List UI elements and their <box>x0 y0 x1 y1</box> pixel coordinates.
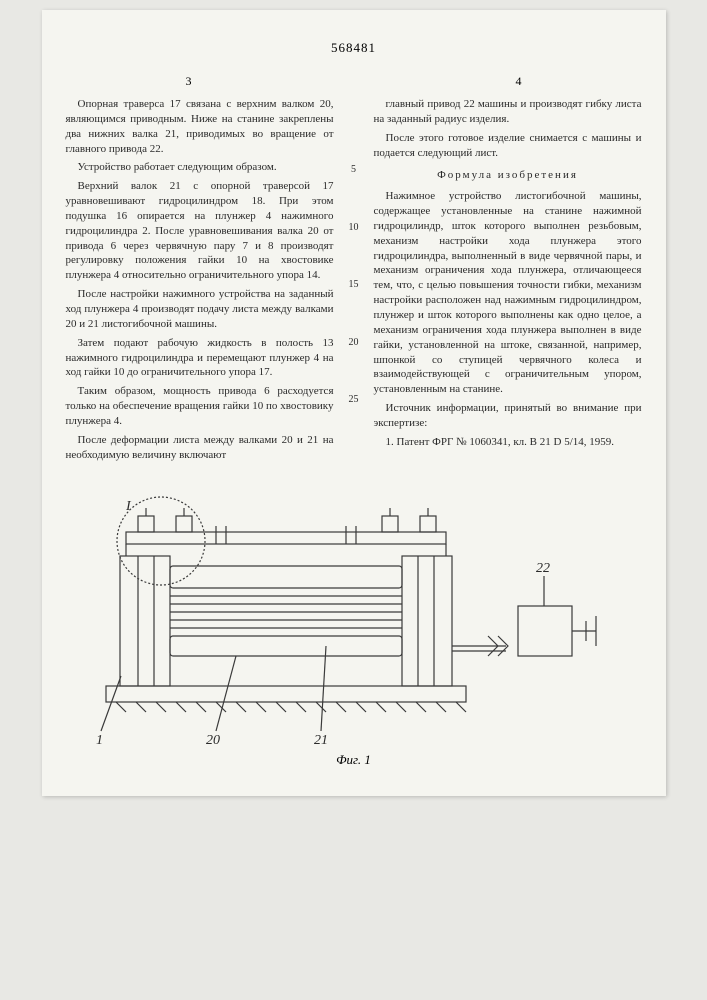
sources-heading: Источник информации, принятый во внимани… <box>374 401 642 431</box>
claim-paragraph: Нажимное устройство листогибочной машины… <box>374 189 642 397</box>
line-number-gutter: 5 10 15 20 25 <box>348 97 360 466</box>
formula-heading: Формула изобретения <box>374 168 642 183</box>
paragraph: После этого готовое изделие снимается с … <box>374 131 642 161</box>
paragraph: главный привод 22 машины и производят ги… <box>374 97 642 127</box>
source-citation: 1. Патент ФРГ № 1060341, кл. B 21 D 5/14… <box>374 435 642 450</box>
figure-label: Фиг. 1 <box>336 752 371 768</box>
paragraph: После настройки нажимного устройства на … <box>66 287 334 332</box>
paragraph: Опорная траверса 17 связана с верхним ва… <box>66 97 334 156</box>
figure-1: I 1 20 21 22 Фиг. 1 <box>66 496 642 776</box>
paragraph: Устройство работает следующим образом. <box>66 160 334 175</box>
paragraph: Затем подают рабочую жидкость в полость … <box>66 336 334 381</box>
callout-22: 22 <box>536 561 550 576</box>
figure-svg: I 1 20 21 22 <box>66 496 642 756</box>
line-number: 15 <box>348 278 360 292</box>
callout-I: I <box>125 499 132 514</box>
callout-1: 1 <box>96 733 103 748</box>
right-column: главный привод 22 машины и производят ги… <box>374 97 642 466</box>
paragraph: Верхний валок 21 с опорной траверсой 17 … <box>66 179 334 283</box>
right-page-num: 4 <box>516 74 522 89</box>
paragraph: После деформации листа между валками 20 … <box>66 433 334 463</box>
line-number: 10 <box>348 221 360 235</box>
line-number: 25 <box>348 393 360 407</box>
left-column: Опорная траверса 17 связана с верхним ва… <box>66 97 334 466</box>
patent-page: 568481 3 4 Опорная траверса 17 связана с… <box>42 10 666 796</box>
line-number: 20 <box>348 336 360 350</box>
callout-20: 20 <box>206 733 220 748</box>
text-columns: Опорная траверса 17 связана с верхним ва… <box>66 97 642 466</box>
column-page-numbers: 3 4 <box>66 74 642 89</box>
paragraph: Таким образом, мощность привода 6 расход… <box>66 384 334 429</box>
patent-number: 568481 <box>66 40 642 56</box>
left-page-num: 3 <box>186 74 192 89</box>
line-number: 5 <box>348 163 360 177</box>
callout-21: 21 <box>314 733 328 748</box>
